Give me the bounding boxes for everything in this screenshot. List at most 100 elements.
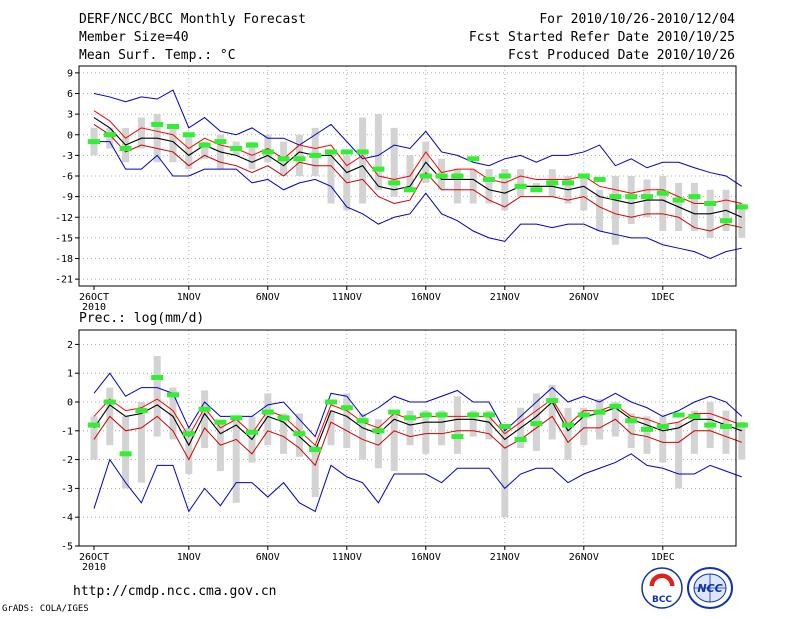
spread-box: [137, 117, 145, 149]
spread-box: [90, 416, 98, 460]
y-tick-label: -21: [55, 275, 73, 286]
observed-marker: [609, 403, 622, 409]
observed-marker: [88, 139, 100, 145]
spread-box: [501, 169, 509, 211]
observed-marker: [214, 139, 227, 145]
x-tick-year: 2010: [82, 562, 106, 573]
observed-marker: [672, 412, 685, 418]
spread-box: [564, 407, 572, 460]
spread-box: [675, 422, 683, 489]
observed-marker: [625, 194, 638, 200]
spread-box: [201, 390, 209, 449]
observed-marker: [309, 447, 322, 453]
observed-marker: [530, 187, 543, 193]
observed-marker: [246, 142, 258, 148]
x-tick-label: 26NOV: [569, 292, 599, 303]
observed-marker: [182, 132, 195, 138]
observed-marker: [309, 152, 322, 158]
spread-box: [485, 169, 493, 204]
spread-box: [374, 419, 382, 469]
y-tick-label: -3: [61, 151, 73, 162]
y-tick-label: 1: [67, 369, 73, 380]
spread-box: [359, 413, 367, 460]
observed-marker: [498, 423, 511, 429]
y-tick-label: 0: [67, 130, 73, 141]
observed-marker: [198, 406, 211, 412]
x-tick-label: 1DEC: [651, 292, 675, 303]
spread-box: [611, 176, 619, 245]
observed-marker: [735, 422, 748, 428]
min-line: [94, 141, 742, 260]
observed-marker: [720, 423, 732, 429]
observed-marker: [151, 121, 164, 127]
spread-box: [659, 416, 667, 463]
forecast-period: For 2010/10/26-2010/12/04: [539, 12, 735, 27]
observed-marker: [261, 149, 274, 155]
spread-box: [580, 407, 588, 446]
x-tick-label: 21NOV: [490, 292, 520, 303]
spread-box: [453, 396, 461, 454]
observed-marker: [688, 194, 701, 200]
min-line: [93, 453, 742, 513]
spread-box: [738, 203, 746, 238]
observed-marker: [467, 412, 480, 418]
lower-line: [93, 124, 742, 232]
observed-marker: [340, 405, 353, 411]
observed-marker: [577, 173, 590, 179]
observed-marker: [451, 173, 464, 179]
observed-marker: [103, 132, 116, 138]
observed-marker: [419, 412, 432, 418]
spread-box: [216, 422, 224, 472]
y-tick-label: -2: [61, 455, 73, 466]
observed-marker: [546, 180, 559, 186]
spread-box: [406, 410, 414, 446]
observed-marker: [704, 422, 717, 428]
spread-box: [201, 141, 209, 159]
observed-marker: [688, 413, 701, 419]
observed-marker: [293, 431, 306, 437]
observed-marker: [419, 173, 432, 179]
spread-box: [596, 189, 604, 231]
lower-line: [93, 415, 742, 467]
bcc-logo: BCC: [641, 567, 683, 609]
spread-box: [438, 410, 446, 446]
spread-box: [311, 127, 319, 176]
observed-marker: [498, 173, 511, 179]
chart-title: DERF/NCC/BCC Monthly Forecast: [79, 12, 306, 27]
observed-marker: [546, 398, 559, 404]
y-tick-label: -5: [61, 542, 73, 553]
spread-box: [153, 355, 161, 437]
max-line: [93, 89, 743, 187]
spread-box: [469, 410, 477, 437]
observed-marker: [230, 146, 243, 151]
spread-box: [169, 124, 177, 163]
spread-box: [643, 416, 651, 454]
member-size: Member Size=40: [79, 30, 189, 45]
observed-marker: [641, 194, 653, 200]
spread-box: [280, 413, 288, 454]
spread-box: [327, 410, 335, 446]
spread-box: [343, 393, 351, 449]
spread-box: [722, 410, 730, 454]
source-url[interactable]: http://cmdp.ncc.cma.gov.cn: [73, 584, 277, 599]
spread-box: [690, 182, 698, 231]
y-tick-label: 3: [67, 110, 73, 121]
observed-marker: [356, 418, 369, 424]
spread-box: [690, 410, 698, 454]
grads-credit: GrADS: COLA/IGES: [2, 604, 89, 614]
spread-box: [580, 176, 588, 211]
observed-marker: [198, 142, 211, 148]
observed-marker: [388, 180, 401, 186]
y-tick-label: 6: [67, 89, 73, 100]
observed-marker: [388, 409, 401, 415]
spread-box: [374, 114, 382, 190]
y-tick-label: 0: [67, 398, 73, 409]
observed-marker: [372, 428, 385, 434]
observed-marker: [593, 176, 606, 182]
observed-marker: [672, 197, 685, 203]
observed-marker: [720, 218, 732, 224]
spread-box: [137, 402, 145, 483]
observed-marker: [641, 426, 653, 432]
